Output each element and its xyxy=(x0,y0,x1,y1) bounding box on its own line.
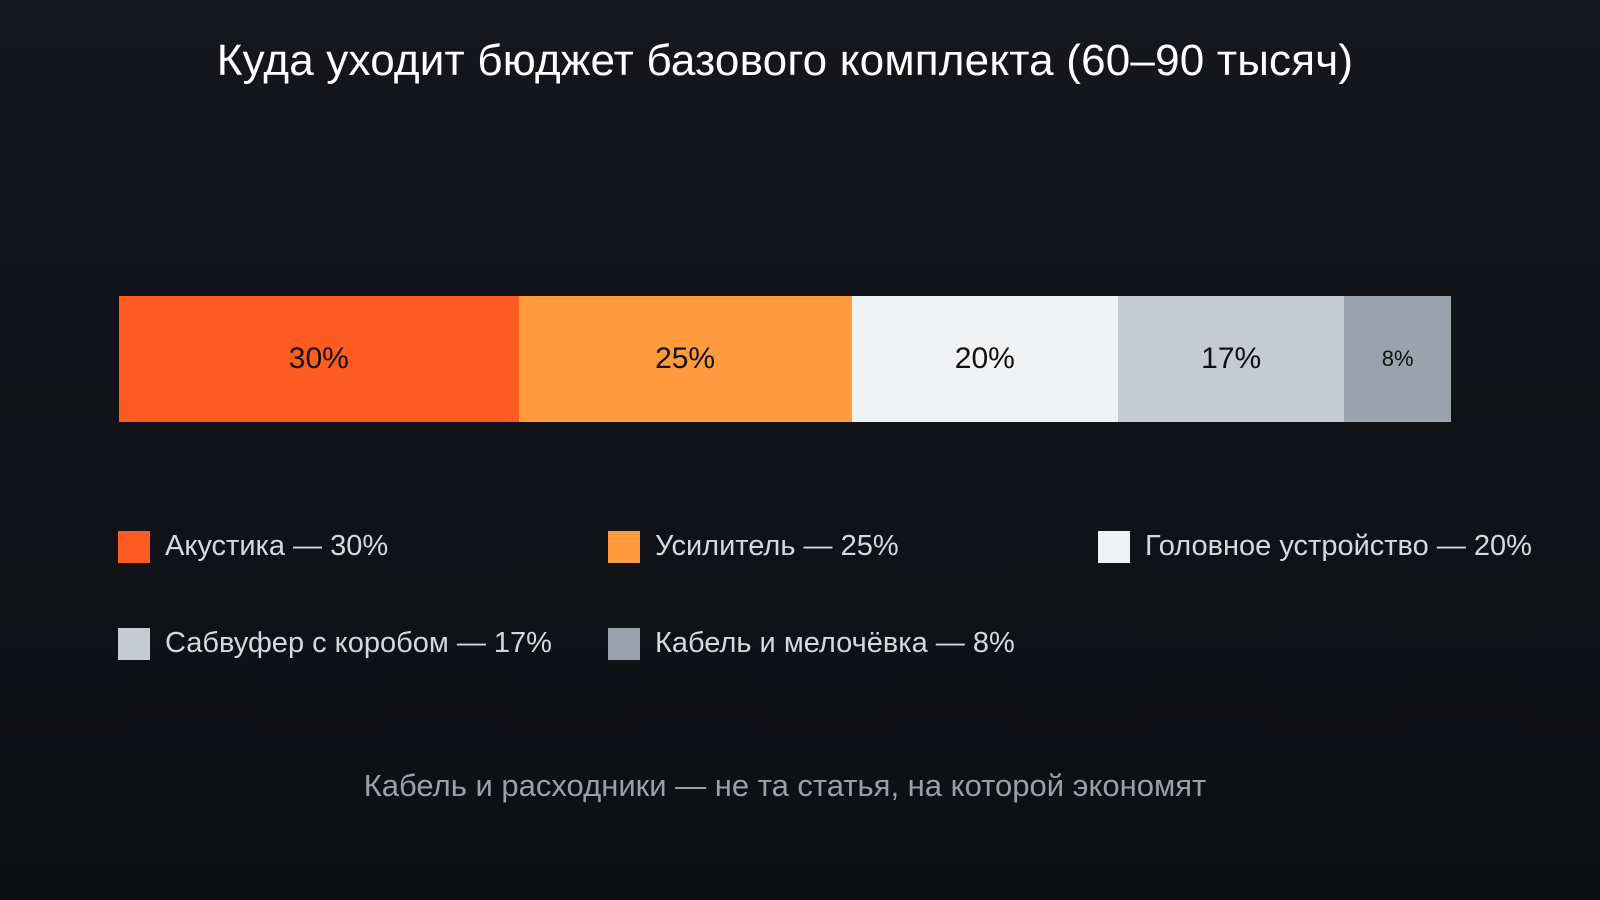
legend-swatch-acoustics xyxy=(118,530,150,563)
legend-swatch-head-unit xyxy=(1098,530,1130,563)
legend-label-acoustics: Акустика — 30% xyxy=(165,530,389,562)
bar-segment-cables: 8% xyxy=(1344,296,1451,422)
legend-label-subwoofer: Сабвуфер с коробом — 17% xyxy=(165,627,552,659)
bar-segment-acoustics: 30% xyxy=(119,296,519,422)
stacked-bar: 30% 25% 20% 17% 8% xyxy=(119,296,1451,422)
chart-title: Куда уходит бюджет базового комплекта (6… xyxy=(216,36,1354,85)
bar-segment-head-unit: 20% xyxy=(851,296,1118,422)
legend-label-amplifier: Усилитель — 25% xyxy=(655,530,899,562)
legend-item-head-unit: Головное устройство — 20% xyxy=(1098,530,1532,563)
legend-swatch-cables xyxy=(608,627,640,660)
legend-item-amplifier: Усилитель — 25% xyxy=(608,530,899,563)
legend-item-acoustics: Акустика — 30% xyxy=(118,530,388,563)
legend-item-cables: Кабель и мелочёвка — 8% xyxy=(608,627,1015,660)
legend-item-subwoofer: Сабвуфер с коробом — 17% xyxy=(118,627,552,660)
segment-label-subwoofer: 17% xyxy=(1201,342,1262,375)
chart-subtitle: Кабель и расходники — не та статья, на к… xyxy=(363,768,1207,803)
legend-swatch-subwoofer xyxy=(118,627,150,660)
legend-label-head-unit: Головное устройство — 20% xyxy=(1145,530,1532,562)
segment-label-head-unit: 20% xyxy=(954,342,1015,375)
segment-label-cables: 8% xyxy=(1381,346,1414,371)
bar-segment-subwoofer: 17% xyxy=(1117,296,1345,422)
segment-label-acoustics: 30% xyxy=(288,342,349,375)
legend-label-cables: Кабель и мелочёвка — 8% xyxy=(655,627,1015,659)
legend-swatch-amplifier xyxy=(608,530,640,563)
bar-segment-amplifier: 25% xyxy=(518,296,852,422)
segment-label-amplifier: 25% xyxy=(655,342,716,375)
